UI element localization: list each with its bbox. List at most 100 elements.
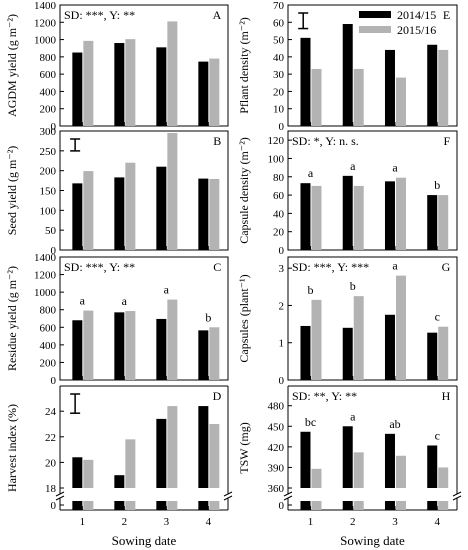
y-tick-label: 420 xyxy=(268,442,285,454)
bar-stub xyxy=(167,501,178,510)
axis-break-mark xyxy=(223,491,233,497)
y-axis-title: TSW (mg) xyxy=(237,422,251,473)
significance-letter: b xyxy=(434,178,440,192)
bar xyxy=(72,320,83,380)
panel-letter: H xyxy=(442,389,451,403)
y-tick-label: 0 xyxy=(279,121,285,133)
bar xyxy=(198,406,209,488)
x-tick-label: 1 xyxy=(308,516,314,528)
significance-letter: a xyxy=(308,166,314,180)
bar xyxy=(300,183,311,250)
bar xyxy=(438,195,449,250)
bar xyxy=(384,314,395,380)
bar xyxy=(311,468,322,488)
bar xyxy=(384,49,395,126)
x-tick-label: 1 xyxy=(80,516,86,528)
y-tick-label: 0 xyxy=(279,500,285,512)
y-tick-label: 60 xyxy=(273,17,285,29)
y-tick-label: 100 xyxy=(268,153,285,165)
y-tick-label: 50 xyxy=(273,35,285,47)
bar xyxy=(384,433,395,488)
bar-stub xyxy=(353,501,364,510)
bar xyxy=(114,43,125,126)
bar xyxy=(167,21,178,126)
legend-label: 2015/16 xyxy=(397,23,436,37)
significance-letter: b xyxy=(205,310,211,324)
bar xyxy=(395,177,406,250)
bar xyxy=(209,178,220,250)
y-tick-label: 200 xyxy=(40,104,57,116)
y-tick-label: 1400 xyxy=(34,0,57,12)
y-tick-label: 2 xyxy=(279,300,285,312)
y-tick-label: 400 xyxy=(40,340,57,352)
y-axis-title: Harvest index (%) xyxy=(5,404,19,492)
bar-stub xyxy=(209,501,220,510)
bar-stub xyxy=(311,501,322,510)
x-tick-label: 4 xyxy=(434,516,440,528)
y-axis-title: Seed yield (g m⁻²) xyxy=(5,146,19,236)
panel-letter: G xyxy=(442,260,451,274)
y-tick-label: 20 xyxy=(273,86,285,98)
y-tick-label: 0 xyxy=(51,121,57,133)
y-axis-title: Capsules (plant⁻¹) xyxy=(237,274,251,362)
y-tick-label: 250 xyxy=(40,146,57,158)
bar xyxy=(167,299,178,380)
bar xyxy=(83,310,94,380)
y-tick-label: 0 xyxy=(51,500,57,512)
y-axis-title: AGDM yield (g m⁻²) xyxy=(5,14,19,117)
stats-annotation: SD: ***, Y: *** xyxy=(292,260,369,274)
y-tick-label: 800 xyxy=(40,305,57,317)
y-tick-label: 100 xyxy=(40,205,57,217)
y-tick-label: 0 xyxy=(279,375,285,387)
bar xyxy=(438,49,449,126)
bar xyxy=(438,326,449,380)
panel-f: 0 20 40 60 80 100 120 F SD: *, Y: n. s. a a a b Capsu… xyxy=(237,130,458,257)
y-tick-label: 0 xyxy=(51,245,57,257)
y-tick-label: 1000 xyxy=(34,287,57,299)
significance-letter: a xyxy=(392,259,398,273)
bar xyxy=(384,181,395,250)
x-tick-label: 2 xyxy=(122,516,128,528)
y-tick-label: 1000 xyxy=(34,35,57,47)
y-tick-label: 1200 xyxy=(34,17,57,29)
bar-stub xyxy=(83,501,94,510)
x-tick-label: 2 xyxy=(350,516,356,528)
y-tick-label: 150 xyxy=(40,186,57,198)
y-tick-label: 1400 xyxy=(34,252,57,264)
bar xyxy=(300,37,311,126)
y-tick-label: 50 xyxy=(45,225,57,237)
bar-stub xyxy=(125,501,136,510)
bar-stub xyxy=(114,501,125,510)
y-tick-label: 20 xyxy=(45,457,57,469)
x-tick-label: 3 xyxy=(392,516,398,528)
y-axis-title: Capsule density (m⁻²) xyxy=(237,137,251,244)
y-tick-label: 40 xyxy=(273,208,285,220)
bar xyxy=(167,406,178,488)
significance-letter: ab xyxy=(389,417,400,431)
bar xyxy=(342,24,353,127)
y-tick-label: 1 xyxy=(279,338,285,350)
bar xyxy=(125,439,136,488)
axis-break-mark xyxy=(283,495,293,501)
significance-letter: bc xyxy=(305,415,316,429)
panel-letter: C xyxy=(213,260,221,274)
x-axis-title-right: Sowing date xyxy=(340,533,405,548)
panel-frame xyxy=(287,130,458,251)
stats-annotation: SD: ***, Y: ** xyxy=(64,260,135,274)
bar xyxy=(209,327,220,380)
axis-break-mark xyxy=(452,491,462,497)
y-tick-label: 40 xyxy=(273,52,285,64)
axis-break-mark xyxy=(452,495,462,501)
significance-letter: b xyxy=(350,279,356,293)
bar xyxy=(114,475,125,488)
x-tick-label: 4 xyxy=(206,516,212,528)
y-tick-label: 3 xyxy=(279,263,285,275)
bar-stub xyxy=(198,501,209,510)
panel-e: 0 10 20 30 40 50 60 70 E Pflant density (m⁻²) 2014… xyxy=(237,0,458,133)
y-tick-label: 70 xyxy=(273,0,285,12)
axis-break-mark xyxy=(283,491,293,497)
bar-stub xyxy=(72,501,83,510)
panel-frame xyxy=(59,256,229,381)
bar xyxy=(311,68,322,126)
